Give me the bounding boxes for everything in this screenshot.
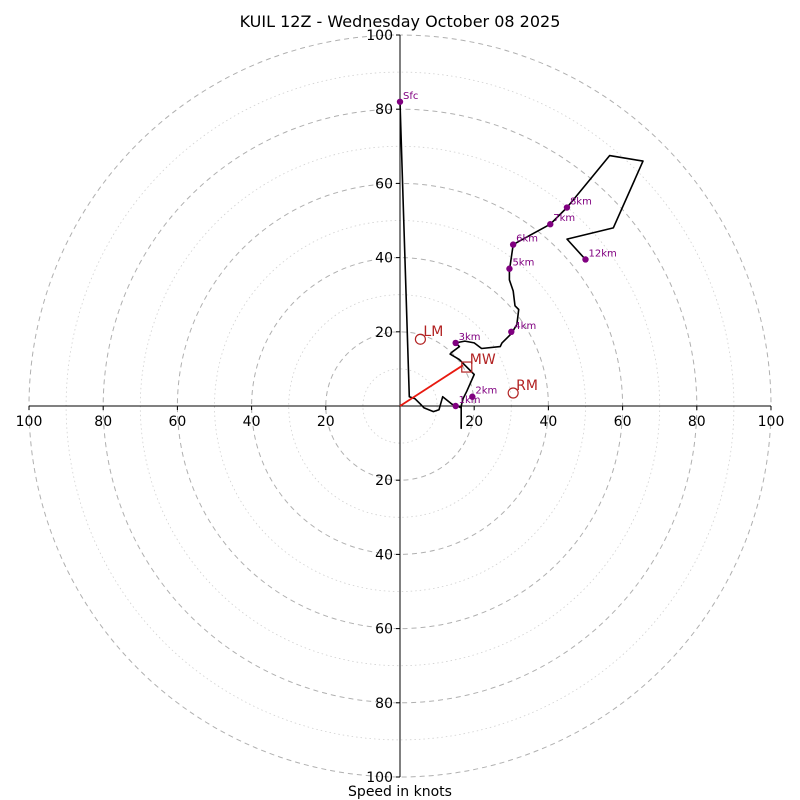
x-tick-labels: 100 80 60 40 20 20 40 60 80 100 [16,406,785,430]
height-marker-label: 5km [512,258,534,269]
y-tick-label: 20 [375,325,393,341]
height-marker-dot [563,204,571,211]
y-tick-label: 40 [375,547,393,563]
y-tick-label: 20 [375,473,393,489]
x-tick-label: 40 [539,414,557,430]
height-marker-label: 4km [514,321,536,332]
storm-motion-label: LM [423,324,443,340]
height-marker-label: 6km [516,234,538,245]
height-marker-dot [508,328,515,335]
height-marker-dot [452,339,459,347]
storm-motion-markers: LM MW RM [414,324,538,399]
hodograph-trace [399,101,644,430]
x-tick-label: 40 [243,414,261,430]
x-tick-label: 80 [94,414,112,430]
y-tick-label: 60 [375,622,393,638]
height-marker-label: 1km [459,395,481,406]
height-marker-label: 8km [570,197,592,208]
x-tick-label: 100 [16,414,43,430]
y-tick-label: 60 [375,176,393,192]
height-marker-dot [547,221,554,228]
height-marker-label: 3km [459,332,481,343]
x-axis-label: Speed in knots [348,784,452,800]
height-marker-label: 2km [475,386,497,397]
x-tick-label: 60 [168,414,186,430]
storm-motion-marker [414,333,427,345]
y-tick-label: 80 [375,696,393,712]
height-marker-dot [396,98,404,105]
x-tick-label: 60 [614,414,632,430]
shear-vector-layer [399,364,464,407]
y-tick-labels: 100 80 60 40 20 20 40 60 80 100 [366,28,400,786]
y-tick-label: 40 [375,251,393,267]
y-tick-label: 100 [366,28,393,44]
x-tick-label: 20 [465,414,483,430]
x-tick-label: 100 [758,414,785,430]
height-marker-label: 12km [589,248,617,259]
storm-motion-label: RM [516,378,538,394]
height-marker-dot [506,265,513,272]
height-marker-dot [509,241,517,248]
height-marker-dot [452,402,459,410]
x-tick-label: 80 [688,414,706,430]
height-marker-dot [582,256,589,263]
chart-title: KUIL 12Z - Wednesday October 08 2025 [240,12,561,31]
y-tick-label: 80 [375,102,393,118]
storm-motion-marker [507,387,519,399]
shear-vector [399,364,464,407]
x-tick-label: 20 [317,414,335,430]
height-marker-label: Sfc [403,91,418,102]
mean-wind-marker [461,361,473,373]
height-marker-dot [469,393,476,400]
height-marker-label: 7km [553,213,575,224]
storm-motion-label: MW [470,352,496,368]
y-tick-label: 100 [366,770,393,786]
hodograph-trace-layer [399,101,644,430]
